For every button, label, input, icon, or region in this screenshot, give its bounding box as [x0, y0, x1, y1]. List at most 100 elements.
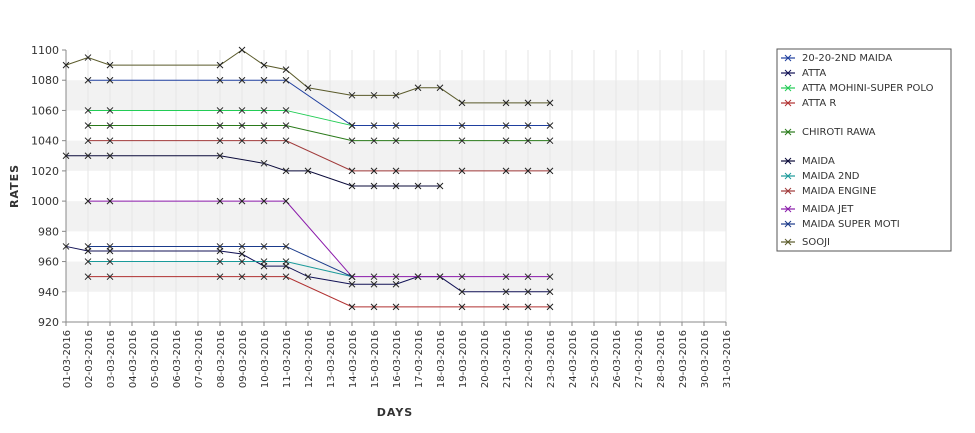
- data-point: [546, 167, 554, 175]
- x-tick-label: 02-03-2016: [84, 330, 95, 388]
- y-tick-label: 980: [38, 225, 59, 238]
- data-point: [524, 288, 532, 296]
- x-tick-label: 11-03-2016: [282, 330, 293, 388]
- x-tick-label: 26-03-2016: [612, 330, 623, 388]
- x-tick-label: 14-03-2016: [348, 330, 359, 388]
- data-point: [282, 258, 290, 265]
- legend-label: MAIDA 2ND: [802, 171, 860, 182]
- data-point: [238, 250, 246, 258]
- series-line: [66, 155, 440, 187]
- data-point: [414, 84, 422, 92]
- y-tick-label: 920: [38, 316, 59, 329]
- data-point: [216, 137, 224, 145]
- data-point: [502, 167, 510, 175]
- legend-marker: [784, 238, 792, 246]
- data-point: [370, 122, 378, 129]
- data-point: [458, 288, 466, 296]
- data-point: [392, 273, 400, 281]
- data-point: [458, 137, 466, 145]
- data-point: [84, 273, 92, 281]
- x-tick-label: 24-03-2016: [568, 330, 579, 388]
- x-tick-label: 20-03-2016: [480, 330, 491, 388]
- x-tick-label: 18-03-2016: [436, 330, 447, 388]
- data-point: [238, 76, 246, 84]
- x-tick-label: 19-03-2016: [458, 330, 469, 388]
- data-point: [348, 273, 356, 281]
- data-point: [502, 303, 510, 311]
- data-point: [502, 273, 510, 281]
- legend-label: CHIROTI RAWA: [802, 127, 876, 138]
- data-point: [238, 258, 246, 265]
- data-point: [392, 137, 400, 145]
- data-point: [84, 122, 92, 129]
- data-point: [524, 137, 532, 145]
- legend-marker: [784, 69, 792, 77]
- legend-marker: [784, 99, 792, 107]
- x-tick-label: 21-03-2016: [502, 330, 513, 388]
- x-tick-label: 31-03-2016: [722, 330, 733, 388]
- data-point: [392, 182, 400, 190]
- data-point: [62, 152, 70, 160]
- x-tick-label: 04-03-2016: [128, 330, 139, 388]
- data-point: [260, 61, 268, 69]
- legend-marker: [784, 172, 792, 180]
- legend-item: ATTA R: [781, 98, 836, 109]
- data-point: [392, 280, 400, 288]
- data-point: [238, 107, 246, 114]
- y-tick-label: 1100: [31, 44, 59, 57]
- data-point: [392, 303, 400, 311]
- data-point: [348, 91, 356, 99]
- x-tick-label: 15-03-2016: [370, 330, 381, 388]
- legend-item: CHIROTI RAWA: [781, 127, 876, 138]
- data-point: [106, 197, 114, 205]
- data-point: [370, 137, 378, 145]
- data-point: [348, 280, 356, 288]
- data-point: [370, 91, 378, 99]
- legend-label: ATTA R: [802, 98, 836, 109]
- data-point: [348, 303, 356, 311]
- data-point: [238, 243, 246, 250]
- series-7: [84, 137, 554, 175]
- data-point: [260, 243, 268, 250]
- legend-label: ATTA: [802, 68, 826, 79]
- data-point: [348, 122, 356, 129]
- data-point: [84, 76, 92, 84]
- data-point: [414, 273, 422, 281]
- data-point: [304, 167, 312, 175]
- y-tick-label: 1000: [31, 195, 59, 208]
- legend-label: MAIDA SUPER MOTI: [802, 219, 900, 230]
- data-point: [282, 243, 290, 250]
- data-point: [458, 99, 466, 107]
- legend-marker: [784, 54, 792, 62]
- x-tick-label: 08-03-2016: [216, 330, 227, 388]
- data-point: [106, 61, 114, 69]
- data-point: [260, 137, 268, 145]
- series-3: [84, 273, 554, 311]
- x-tick-label: 25-03-2016: [590, 330, 601, 388]
- y-tick-label: 1020: [31, 165, 59, 178]
- legend-label: MAIDA ENGINE: [802, 186, 876, 197]
- legend-marker: [784, 157, 792, 165]
- data-point: [546, 303, 554, 311]
- y-axis-label: RATES: [8, 164, 21, 208]
- data-point: [260, 122, 268, 129]
- data-point: [546, 288, 554, 296]
- y-tick-label: 1080: [31, 74, 59, 87]
- x-tick-label: 06-03-2016: [172, 330, 183, 388]
- data-point: [84, 54, 92, 61]
- data-point: [370, 303, 378, 311]
- data-point: [216, 107, 224, 114]
- data-point: [282, 122, 290, 129]
- data-point: [524, 99, 532, 107]
- data-point: [84, 258, 92, 265]
- legend-marker: [784, 187, 792, 195]
- data-point: [348, 137, 356, 145]
- legend-label: MAIDA JET: [802, 204, 854, 215]
- data-point: [304, 273, 312, 281]
- legend-label: SOOJI: [802, 237, 830, 248]
- legend-label: ATTA MOHINI-SUPER POLO: [802, 83, 934, 94]
- data-point: [84, 152, 92, 160]
- x-tick-label: 29-03-2016: [678, 330, 689, 388]
- data-point: [260, 76, 268, 84]
- legend-item: MAIDA ENGINE: [781, 186, 876, 197]
